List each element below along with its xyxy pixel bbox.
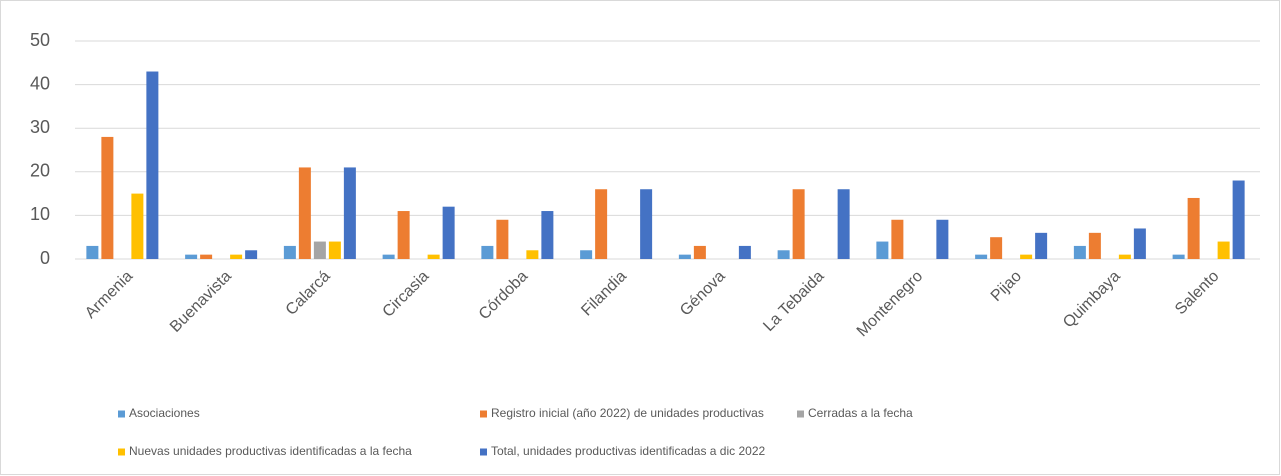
bar (343, 167, 356, 259)
bar (777, 250, 790, 259)
bar (891, 219, 904, 259)
legend-swatch (797, 410, 804, 418)
bar (101, 136, 114, 259)
legend-label: Nuevas unidades productivas identificada… (129, 444, 412, 458)
bar (382, 254, 395, 259)
bar (693, 245, 706, 259)
bar (298, 167, 311, 259)
legend-swatch (118, 410, 125, 418)
y-tick-label: 40 (30, 73, 50, 93)
bar (1020, 254, 1033, 259)
bar (1133, 228, 1146, 259)
legend-label: Asociaciones (129, 406, 200, 420)
y-tick-label: 0 (40, 248, 50, 268)
bar (738, 245, 751, 259)
legend-label: Cerradas a la fecha (808, 406, 913, 420)
bar (1088, 232, 1101, 259)
bar (1035, 232, 1048, 259)
bar (526, 250, 539, 259)
bar (496, 219, 509, 259)
bar (792, 189, 805, 259)
bar (640, 189, 653, 259)
bar (313, 241, 326, 259)
bar (442, 206, 455, 259)
y-tick-label: 20 (30, 161, 50, 181)
legend-label: Registro inicial (año 2022) de unidades … (491, 406, 764, 420)
bar (1217, 241, 1230, 259)
bar (245, 250, 258, 259)
bar (541, 211, 554, 259)
bar (1172, 254, 1185, 259)
bar (1073, 245, 1086, 259)
bar (580, 250, 593, 259)
bar (975, 254, 988, 259)
bar (595, 189, 608, 259)
bar (990, 237, 1003, 259)
legend-swatch (118, 448, 125, 456)
bar (230, 254, 243, 259)
bar (131, 193, 144, 259)
bar (481, 245, 494, 259)
bar (328, 241, 341, 259)
bar (283, 245, 296, 259)
y-tick-label: 30 (30, 117, 50, 137)
legend-swatch (480, 448, 487, 456)
bar (837, 189, 850, 259)
bar (936, 219, 949, 259)
bar (1187, 197, 1200, 259)
y-tick-label: 10 (30, 204, 50, 224)
bar (1232, 180, 1245, 259)
bar (86, 245, 99, 259)
bar (1118, 254, 1131, 259)
legend-swatch (480, 410, 487, 418)
legend-label: Total, unidades productivas identificada… (491, 444, 766, 458)
bar (397, 211, 410, 259)
bar (185, 254, 198, 259)
y-tick-label: 50 (30, 30, 50, 50)
bar (146, 71, 159, 260)
bar (200, 254, 213, 259)
bar (678, 254, 691, 259)
bar (427, 254, 440, 259)
bar (876, 241, 889, 259)
